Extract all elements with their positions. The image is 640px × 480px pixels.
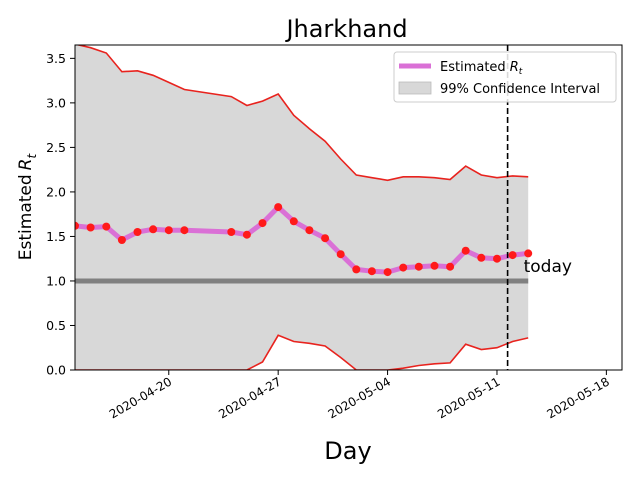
legend-ci-swatch: [398, 81, 432, 95]
rt-marker: [367, 267, 376, 276]
rt-marker: [305, 226, 314, 235]
y-axis-label: Estimated Rt: [16, 153, 39, 261]
rt-marker: [383, 268, 392, 277]
rt-marker: [117, 236, 126, 244]
rt-marker: [227, 228, 236, 236]
y-axis-label-text: Estimated: [16, 174, 36, 260]
y-axis: 0.0 0.5 1.0 1.5 2.0 2.5 3.0 3.5: [46, 51, 75, 378]
rt-marker: [446, 262, 455, 271]
x-axis-label: Day: [324, 437, 371, 465]
chart-title: Jharkhand: [284, 15, 407, 43]
legend-rt-label: Estimated Rt: [440, 60, 523, 77]
rt-marker: [352, 265, 361, 274]
y-tick-label: 2.5: [46, 140, 66, 155]
rt-marker: [149, 225, 158, 234]
y-tick-label: 0.5: [46, 318, 66, 333]
rt-marker: [477, 253, 486, 262]
rt-marker: [461, 246, 470, 255]
rt-marker: [399, 263, 408, 272]
rt-marker: [180, 226, 189, 235]
today-label: today: [524, 257, 572, 277]
rt-marker: [430, 261, 439, 270]
legend-rt-label-subscript: t: [519, 67, 523, 77]
legend: Estimated Rt 99% Confidence Interval: [393, 51, 617, 103]
rt-marker: [321, 234, 330, 243]
rt-marker: [242, 230, 251, 239]
rt-marker: [258, 219, 267, 228]
rt-marker: [524, 249, 533, 258]
legend-rt-label-r: R: [510, 60, 519, 75]
legend-rt-label-text: Estimated: [440, 60, 506, 75]
estimated-rt-line: [75, 204, 531, 275]
rt-marker: [164, 226, 173, 235]
rt-marker: [414, 262, 423, 271]
rt-marker: [75, 221, 79, 230]
estimated-rt-markers: [75, 203, 533, 277]
rt-marker: [133, 228, 142, 236]
rt-marker: [102, 222, 111, 231]
confidence-interval-band: [75, 45, 529, 370]
y-tick-label: 1.5: [46, 229, 66, 244]
y-tick-label: 2.0: [46, 184, 66, 199]
y-tick-label: 3.0: [46, 95, 66, 110]
rt-marker: [289, 217, 298, 226]
upper-bound-line: [75, 45, 529, 182]
plot-area: [75, 45, 533, 370]
rt-marker: [493, 254, 501, 263]
y-tick-label: 1.0: [46, 273, 66, 288]
y-axis-label-subscript: t: [25, 153, 39, 159]
legend-box: [393, 51, 617, 103]
lower-bound-line: [75, 334, 529, 370]
rt-marker: [508, 251, 517, 260]
rt-marker: [274, 203, 283, 212]
rt-marker: [86, 223, 95, 232]
y-tick-label: 0.0: [46, 363, 66, 378]
legend-ci-label: 99% Confidence Interval: [440, 82, 600, 97]
plot-frame: [74, 44, 623, 371]
y-tick-label: 3.5: [46, 51, 66, 66]
y-axis-label-r: R: [16, 159, 36, 171]
rt-marker: [336, 250, 345, 259]
